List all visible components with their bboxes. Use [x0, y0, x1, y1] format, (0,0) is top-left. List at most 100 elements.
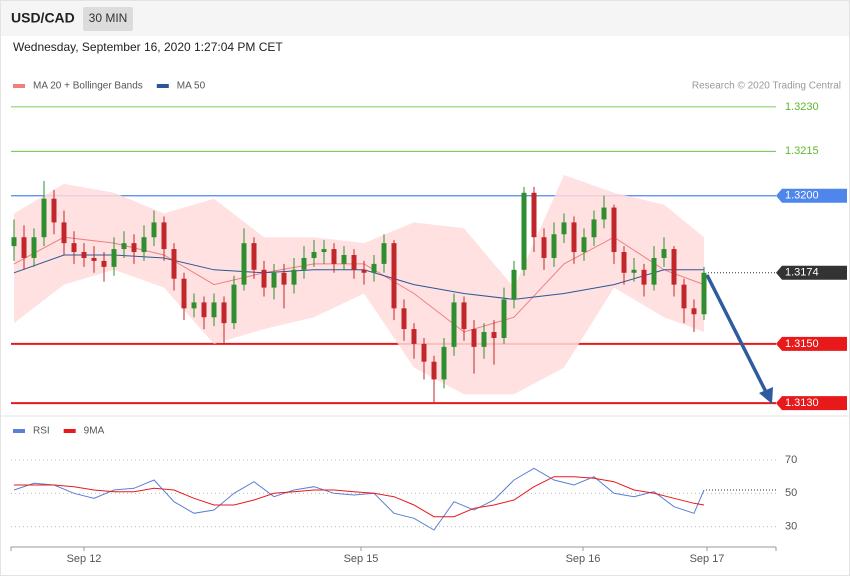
level-label: 1.3150 [785, 338, 819, 350]
candle-body [491, 332, 497, 338]
candle-body [651, 257, 657, 285]
candle-body [571, 222, 577, 253]
candle-body [581, 237, 587, 253]
candle-body [381, 243, 387, 264]
interval-badge [83, 7, 133, 31]
candle-body [411, 329, 417, 344]
candle-body [231, 284, 237, 324]
candle-body [531, 192, 537, 238]
level-label: 1.3174 [785, 267, 819, 279]
candle-body [241, 243, 247, 285]
level-label-box [776, 188, 847, 203]
candle-body [451, 302, 457, 347]
candle-body [681, 284, 687, 309]
candle-body [161, 222, 167, 250]
indicator-line [14, 476, 705, 518]
candle-body [401, 308, 407, 330]
legend-label: RSI [33, 426, 50, 437]
header-bar [1, 1, 849, 36]
x-tick-label: Sep 12 [67, 553, 102, 565]
level-label: 1.3230 [785, 101, 819, 113]
candle-body [41, 198, 47, 238]
candle-body [561, 222, 567, 235]
candle-body [81, 252, 87, 258]
candle-body [21, 237, 27, 258]
candle-body [281, 272, 287, 285]
candle-body [91, 257, 97, 261]
candle-body [151, 222, 157, 238]
candle-body [671, 249, 677, 285]
candle-body [101, 260, 107, 267]
candle-body [641, 269, 647, 285]
candle-body [551, 234, 557, 258]
candle-body [321, 249, 327, 253]
candle-body [201, 302, 207, 318]
candle-body [191, 302, 197, 309]
candle-body [341, 255, 347, 264]
candle-body [121, 243, 127, 250]
candle-body [621, 252, 627, 273]
candle-body [361, 269, 367, 273]
legend-swatch [13, 429, 25, 433]
candle-body [541, 237, 547, 258]
candle-body [611, 207, 617, 253]
candle-body [511, 269, 517, 300]
candle-body [311, 252, 317, 258]
candle-body [71, 243, 77, 253]
candle-body [391, 243, 397, 309]
candle-body [701, 272, 707, 315]
candle-body [171, 249, 177, 279]
level-label: 1.3200 [785, 190, 819, 202]
credit: Research © 2020 Trading Central [692, 81, 841, 92]
candle-body [211, 302, 217, 318]
legend-label: MA 50 [177, 81, 206, 92]
candle-body [111, 249, 117, 267]
legend-swatch [156, 84, 169, 88]
candle-body [661, 249, 667, 258]
candle-body [181, 278, 187, 309]
candle-body [261, 269, 267, 288]
candle-body [371, 263, 377, 273]
legend-label: 9MA [84, 426, 105, 437]
level-label-box [776, 396, 847, 411]
x-tick-label: Sep 15 [344, 553, 379, 565]
candle-body [271, 272, 277, 288]
candle-body [421, 343, 427, 362]
x-tick-label: Sep 16 [566, 553, 601, 565]
candle-body [221, 302, 227, 324]
timestamp: Wednesday, September 16, 2020 1:27:04 PM… [13, 40, 283, 54]
x-tick-label: Sep 17 [690, 553, 725, 565]
candle-body [631, 269, 637, 273]
candle-body [141, 237, 147, 253]
candle-body [301, 257, 307, 270]
bollinger-band [14, 175, 704, 395]
symbol: USD/CAD [11, 10, 75, 26]
candle-body [251, 243, 257, 270]
candle-body [501, 299, 507, 338]
legend-swatch [13, 84, 25, 88]
candle-body [331, 249, 337, 264]
y-tick-label: 50 [785, 487, 797, 499]
indicator-line [13, 467, 705, 531]
candle-body [461, 302, 467, 330]
arrow-head [759, 387, 773, 404]
level-label: 1.3130 [785, 397, 819, 409]
candle-body [351, 255, 357, 270]
candle-body [471, 329, 477, 347]
level-label: 1.3215 [785, 145, 819, 157]
candle-body [131, 243, 137, 253]
candle-body [601, 207, 607, 220]
candle-body [61, 222, 67, 244]
y-tick-label: 30 [785, 521, 797, 533]
legend-swatch [63, 429, 76, 433]
candle-body [481, 332, 487, 347]
candle-body [691, 308, 697, 315]
candle-body [291, 269, 297, 285]
candle-body [51, 198, 57, 223]
candle-body [521, 192, 527, 270]
candle-body [11, 237, 17, 247]
candle-body [31, 237, 37, 258]
candle-body [591, 219, 597, 238]
